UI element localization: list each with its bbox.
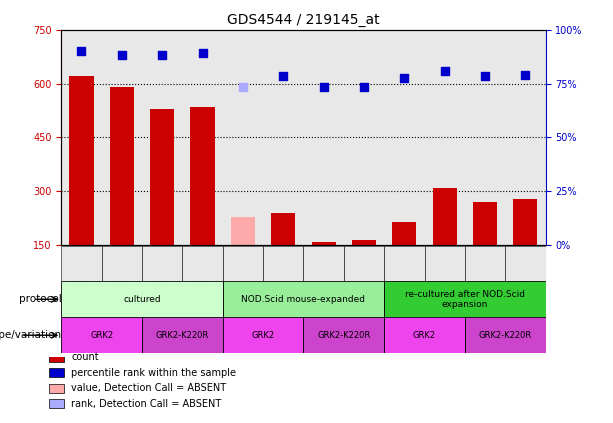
Bar [344, 246, 384, 281]
Point [117, 52, 127, 58]
Bar [424, 246, 465, 281]
Bar [303, 246, 344, 281]
Text: GRK2: GRK2 [90, 331, 113, 340]
Point [77, 48, 86, 55]
Text: re-cultured after NOD.Scid
expansion: re-cultured after NOD.Scid expansion [405, 290, 525, 309]
Bar [102, 246, 142, 281]
Text: GRK2-K220R: GRK2-K220R [479, 331, 532, 340]
Bar [110, 87, 134, 245]
Bar [49, 399, 64, 408]
Bar [384, 246, 425, 281]
Point [359, 84, 369, 91]
Text: protocol: protocol [18, 294, 61, 304]
Text: count: count [71, 352, 99, 363]
Bar [505, 246, 546, 281]
Bar [384, 317, 465, 353]
Point [158, 52, 167, 58]
Bar [49, 353, 64, 362]
Bar [231, 217, 255, 245]
Bar [384, 281, 546, 317]
Bar [392, 222, 416, 245]
Text: GRK2: GRK2 [251, 331, 275, 340]
Bar [433, 188, 457, 245]
Point [238, 84, 248, 91]
Title: GDS4544 / 219145_at: GDS4544 / 219145_at [227, 13, 379, 27]
Bar [465, 317, 546, 353]
Bar [150, 109, 174, 245]
Bar [142, 317, 223, 353]
Text: GRK2: GRK2 [413, 331, 436, 340]
Bar [142, 246, 183, 281]
Bar [384, 30, 425, 245]
Point [278, 73, 288, 80]
Bar [465, 30, 505, 245]
Bar [505, 30, 546, 245]
Text: value, Detection Call = ABSENT: value, Detection Call = ABSENT [71, 383, 226, 393]
Bar [191, 107, 215, 245]
Bar [344, 30, 384, 245]
Bar [49, 368, 64, 377]
Text: GRK2-K220R: GRK2-K220R [156, 331, 209, 340]
Bar [465, 246, 505, 281]
Point [319, 84, 329, 91]
Bar [473, 202, 497, 245]
Bar [61, 30, 102, 245]
Text: cultured: cultured [123, 295, 161, 304]
Bar [61, 246, 102, 281]
Bar [311, 242, 336, 245]
Bar [183, 30, 223, 245]
Bar [303, 30, 344, 245]
Bar [223, 246, 263, 281]
Text: rank, Detection Call = ABSENT: rank, Detection Call = ABSENT [71, 398, 221, 409]
Point [440, 68, 449, 74]
Bar [271, 213, 295, 245]
Point [400, 75, 409, 82]
Bar [49, 384, 64, 393]
Bar [61, 317, 142, 353]
Bar [263, 30, 303, 245]
Point [520, 71, 530, 78]
Bar [142, 30, 183, 245]
Bar [61, 281, 223, 317]
Text: NOD.Scid mouse-expanded: NOD.Scid mouse-expanded [242, 295, 365, 304]
Text: GRK2-K220R: GRK2-K220R [317, 331, 370, 340]
Bar [303, 317, 384, 353]
Point [480, 73, 490, 80]
Point [197, 49, 207, 56]
Bar [102, 30, 142, 245]
Bar [513, 199, 538, 245]
Bar [424, 30, 465, 245]
Bar [183, 246, 223, 281]
Bar [223, 317, 303, 353]
Text: percentile rank within the sample: percentile rank within the sample [71, 368, 236, 378]
Bar [263, 246, 303, 281]
Text: genotype/variation: genotype/variation [0, 330, 61, 340]
Bar [352, 240, 376, 245]
Bar [69, 77, 94, 245]
Bar [223, 30, 263, 245]
Bar [223, 281, 384, 317]
